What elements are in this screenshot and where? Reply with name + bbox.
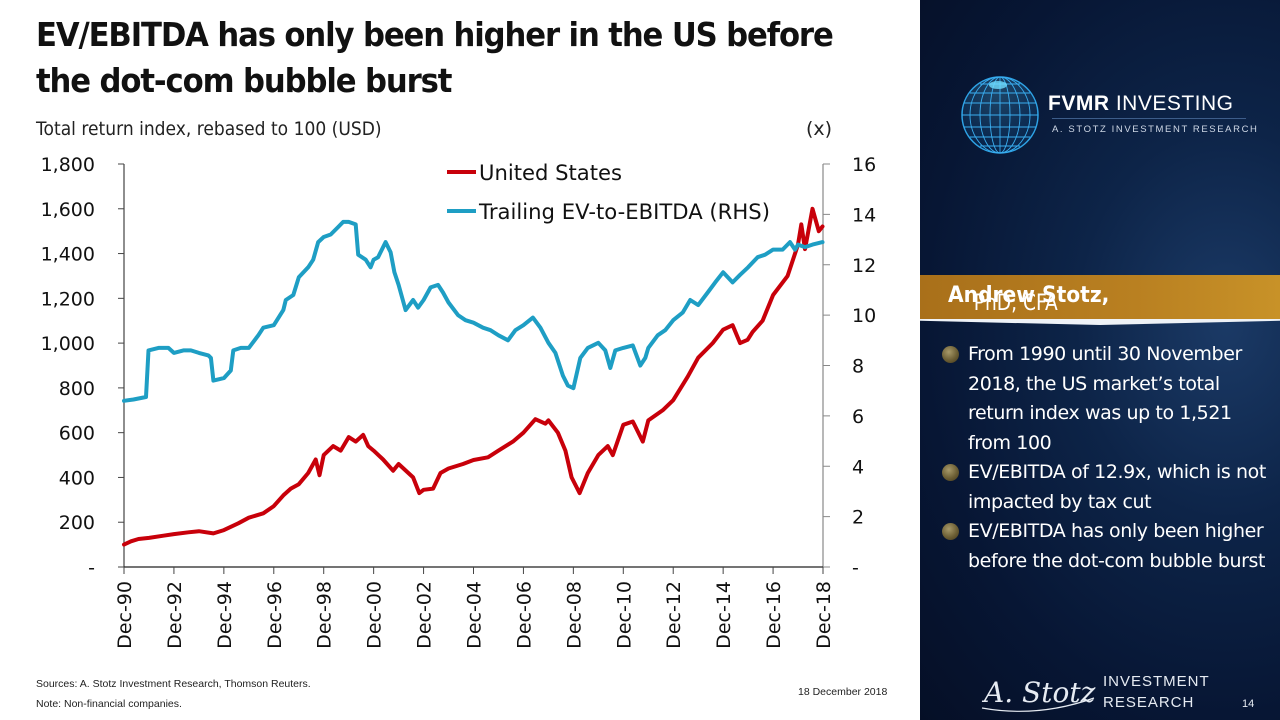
tick-labels: - 200 400 600 800 1,000 1,200 1,400 1,600 1,800 - 2… <box>41 154 877 649</box>
page-number: 14 <box>1242 698 1255 710</box>
series-line-ev-ebitda <box>122 219 825 403</box>
legend-label-ev-ebitda: Trailing EV-to-EBITDA (RHS) <box>478 200 770 224</box>
x-tick-label: Dec-94 <box>214 581 236 649</box>
left-tick-label: 800 <box>59 378 95 400</box>
bullet-item: EV/EBITDA has only been higher before th… <box>942 517 1272 576</box>
x-tick-label: Dec-90 <box>114 581 136 649</box>
bullet-globe-icon <box>942 523 959 540</box>
brand-bold: FVMR <box>1048 92 1110 115</box>
x-tick-label: Dec-18 <box>813 581 835 649</box>
footer-logo-line1: INVESTMENT <box>1103 673 1210 690</box>
brand-divider <box>1052 118 1246 119</box>
left-tick-label: 1,400 <box>41 244 95 266</box>
footer-logo-line2: RESEARCH <box>1103 694 1195 711</box>
right-tick-label: 10 <box>852 305 876 327</box>
x-tick-label: Dec-00 <box>364 581 386 649</box>
left-tick-label: 1,600 <box>41 199 95 221</box>
sources-note: Sources: A. Stotz Investment Research, T… <box>36 678 311 690</box>
axes <box>118 163 830 574</box>
signature-text: A. Stotz <box>981 676 1096 709</box>
x-tick-label: Dec-12 <box>663 581 685 649</box>
chart-panel: EV/EBITDA has only been higher in the US… <box>36 15 888 710</box>
x-tick-label: Dec-16 <box>763 581 785 649</box>
right-tick-label: 12 <box>852 255 876 277</box>
right-axis-unit: (x) <box>806 118 833 140</box>
left-tick-label: 1,800 <box>41 154 95 176</box>
x-tick-label: Dec-98 <box>314 581 336 649</box>
right-tick-label: - <box>852 557 859 579</box>
legend-label-united-states: United States <box>479 161 622 185</box>
left-tick-label: 600 <box>59 423 95 445</box>
slide-date: 18 December 2018 <box>798 686 888 698</box>
x-tick-label: Dec-10 <box>613 581 635 649</box>
bullet-list: From 1990 until 30 November 2018, the US… <box>942 340 1272 576</box>
brand-name: FVMR INVESTING <box>1048 92 1234 116</box>
brand-rest: INVESTING <box>1109 92 1234 115</box>
bullet-item: EV/EBITDA of 12.9x, which is not impacte… <box>942 458 1272 517</box>
slide-title: EV/EBITDA has only been higher in the US… <box>36 15 834 100</box>
right-tick-label: 8 <box>852 356 864 378</box>
series-lines <box>122 206 825 547</box>
footnote: Note: Non-financial companies. <box>36 698 182 710</box>
banner-underline <box>920 319 1280 325</box>
right-tick-label: 16 <box>852 154 876 176</box>
sidebar: FVMR INVESTING A. STOTZ INVESTMENT RESEA… <box>920 0 1280 720</box>
right-tick-label: 4 <box>852 456 864 478</box>
line-chart: - 200 400 600 800 1,000 1,200 1,400 1,600 1,800 - 2… <box>41 154 877 649</box>
x-tick-label: Dec-02 <box>414 581 436 649</box>
left-axis-title: Total return index, rebased to 100 (USD) <box>36 118 382 140</box>
x-tick-label: Dec-04 <box>464 581 486 649</box>
globe-icon <box>961 76 1039 154</box>
brand-subtitle: A. STOTZ INVESTMENT RESEARCH <box>1052 124 1259 135</box>
right-tick-label: 6 <box>852 406 864 428</box>
bullet-item: From 1990 until 30 November 2018, the US… <box>942 340 1272 458</box>
series-line-united-states <box>122 206 825 547</box>
left-tick-label: 1,200 <box>41 288 95 310</box>
presenter-name: Andrew Stotz, <box>948 283 1110 308</box>
right-tick-label: 2 <box>852 507 864 529</box>
x-tick-label: Dec-14 <box>713 581 735 649</box>
x-tick-label: Dec-96 <box>264 581 286 649</box>
legend: United States Trailing EV-to-EBITDA (RHS… <box>447 161 770 224</box>
x-tick-label: Dec-92 <box>164 581 186 649</box>
right-tick-label: 14 <box>852 204 876 226</box>
presenter-credentials: PhD, CFA <box>973 291 1058 316</box>
bullet-globe-icon <box>942 464 959 481</box>
left-tick-label: - <box>88 557 95 579</box>
presenter-banner: Andrew Stotz, PhD, CFA <box>920 275 1280 319</box>
left-tick-label: 1,000 <box>41 333 95 355</box>
x-tick-label: Dec-08 <box>563 581 585 649</box>
left-tick-label: 400 <box>59 467 95 489</box>
x-tick-label: Dec-06 <box>513 581 535 649</box>
bullet-globe-icon <box>942 346 959 363</box>
left-tick-label: 200 <box>59 512 95 534</box>
signature-logo-icon: A. Stotz <box>981 676 1096 712</box>
